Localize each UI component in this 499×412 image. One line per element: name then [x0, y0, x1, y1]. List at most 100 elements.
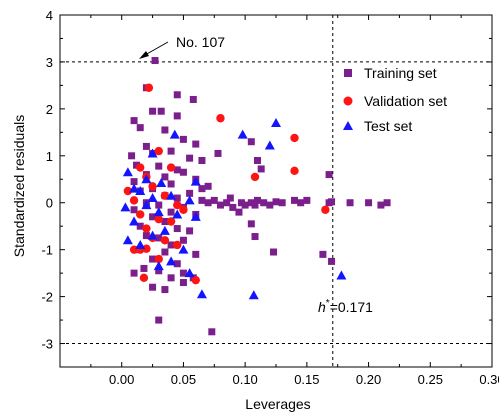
- training-set-point: [136, 124, 144, 132]
- x-axis-ticks: 0.00 0.05 0.10 0.15 0.20 0.25 0.30: [90, 15, 499, 387]
- training-set-point: [179, 269, 187, 277]
- annotation-arrow: [139, 41, 169, 59]
- test-set-point: [184, 195, 195, 205]
- validation-set-point: [173, 240, 182, 250]
- training-set-point: [325, 171, 333, 179]
- test-set-point: [122, 235, 133, 245]
- test-set-point: [178, 244, 189, 254]
- reference-lines: [60, 15, 492, 367]
- test-set-point: [120, 202, 131, 212]
- training-set-point: [198, 156, 206, 164]
- training-set-point: [291, 196, 299, 204]
- point-label-no107: No. 107: [176, 34, 225, 50]
- training-set-point: [167, 180, 175, 188]
- validation-set-point: [142, 244, 151, 253]
- training-set-point: [130, 206, 138, 214]
- validation-set-point: [250, 172, 260, 182]
- validation-set-point: [148, 182, 157, 191]
- validation-set-point: [160, 236, 170, 245]
- training-set-point: [128, 152, 136, 160]
- y-tick-label: 2: [46, 102, 53, 117]
- test-set-point: [196, 289, 207, 299]
- training-set-point: [186, 227, 194, 235]
- training-set-point: [297, 199, 305, 207]
- training-set-point: [247, 138, 255, 146]
- validation-set-point: [290, 133, 299, 143]
- training-set-point: [155, 201, 163, 209]
- training-set-point: [253, 196, 261, 204]
- critical-leverage-value: =0.171: [330, 299, 373, 315]
- x-tick-label: 0.05: [171, 372, 196, 387]
- training-set-point: [241, 201, 249, 209]
- legend-validation-marker: [343, 96, 353, 106]
- test-set-point: [153, 207, 164, 217]
- test-set-point: [141, 200, 152, 210]
- test-set-point: [172, 209, 183, 219]
- training-set-point: [210, 196, 218, 204]
- validation-set-point: [191, 275, 200, 285]
- test-set-point: [122, 167, 133, 177]
- training-set-point: [140, 264, 148, 272]
- legend-test-label: Test set: [364, 118, 412, 134]
- test-set-point: [147, 193, 158, 203]
- training-set-point: [223, 199, 231, 207]
- training-set-point: [161, 173, 169, 181]
- training-set-point: [179, 135, 187, 143]
- validation-set-point: [321, 205, 330, 214]
- y-tick-label: 3: [46, 55, 53, 70]
- validation-set-point: [173, 200, 182, 210]
- training-set-point: [167, 274, 175, 282]
- training-set-point: [237, 199, 245, 207]
- training-set-point: [208, 328, 216, 336]
- training-set-point: [155, 316, 163, 324]
- x-tick-label: 0.20: [356, 372, 381, 387]
- critical-leverage-label: h*=0.171: [318, 298, 373, 315]
- test-set-point: [166, 190, 177, 200]
- training-set-point: [130, 178, 138, 186]
- test-set-point: [129, 216, 140, 226]
- training-set-point: [189, 95, 197, 103]
- validation-set-point: [139, 273, 149, 283]
- test-set-point: [184, 268, 195, 278]
- training-set-point: [303, 196, 311, 204]
- training-set-point: [226, 194, 234, 202]
- test-set-point: [190, 211, 201, 221]
- training-set-point: [251, 201, 259, 209]
- training-set-point: [235, 208, 243, 216]
- training-set-point: [151, 57, 159, 65]
- training-set-point: [173, 225, 181, 233]
- y-axis-title: Standardized residuals: [11, 115, 27, 257]
- training-set-point: [130, 117, 138, 125]
- training-set-point: [328, 257, 336, 265]
- x-tick-label: 0.15: [294, 372, 319, 387]
- critical-leverage-symbol: h: [318, 299, 326, 315]
- validation-set-point: [166, 217, 176, 226]
- training-set-point: [251, 233, 259, 241]
- validation-set-point: [144, 83, 154, 92]
- training-set-point: [142, 142, 150, 150]
- validation-set-point: [160, 191, 170, 200]
- training-set-point: [216, 201, 224, 209]
- test-set-point: [166, 256, 177, 266]
- validation-set-point: [136, 210, 145, 219]
- critical-leverage-superscript: *: [326, 298, 330, 309]
- training-set-point: [346, 199, 354, 207]
- test-set-point: [248, 290, 259, 300]
- validation-set-point: [123, 186, 133, 196]
- validation-set-point: [154, 214, 163, 224]
- training-set-point: [229, 203, 237, 211]
- training-set-point: [167, 241, 175, 249]
- training-set-point: [179, 236, 187, 244]
- test-set-point: [156, 178, 167, 188]
- training-set-point: [198, 185, 206, 193]
- training-set-point: [186, 154, 194, 162]
- training-set-point: [179, 168, 187, 176]
- training-set-point: [161, 126, 169, 134]
- test-set-point: [141, 174, 152, 184]
- training-set-point: [192, 140, 200, 148]
- validation-set-point: [179, 205, 188, 214]
- validation-set-point: [216, 114, 225, 123]
- y-tick-label: -2: [41, 290, 53, 305]
- validation-set-point: [166, 163, 176, 172]
